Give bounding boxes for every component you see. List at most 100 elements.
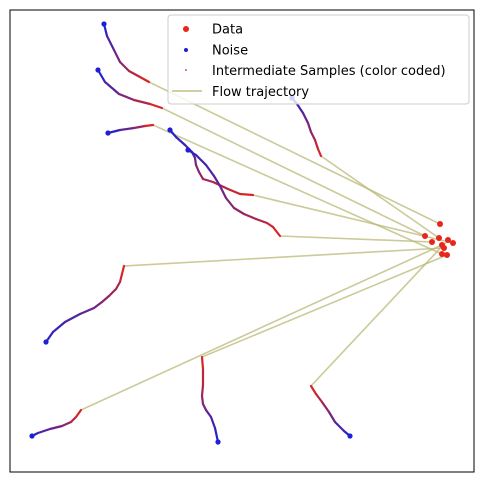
intermediate-sample-segment bbox=[309, 130, 317, 142]
noise-point bbox=[29, 433, 35, 439]
intermediate-sample-segment bbox=[212, 174, 222, 188]
noise-point bbox=[101, 21, 107, 27]
intermediate-sample-segment bbox=[295, 102, 305, 115]
intermediate-sample-segment bbox=[103, 80, 121, 96]
noise-point bbox=[215, 439, 221, 445]
intermediate-sample-segment bbox=[314, 392, 324, 404]
flow-trajectory-line bbox=[252, 194, 454, 244]
intermediate-sample-segment bbox=[148, 102, 164, 110]
intermediate-sample-segment bbox=[69, 415, 78, 424]
intermediate-sample-segment bbox=[204, 163, 216, 178]
legend-label-noise: Noise bbox=[212, 44, 248, 59]
intermediate-sample-segment bbox=[209, 415, 217, 430]
intermediate-sample-segment bbox=[112, 48, 122, 64]
noise-point bbox=[185, 147, 191, 153]
intermediate-sample-segment bbox=[194, 153, 208, 167]
intermediate-sample-segment bbox=[63, 312, 82, 324]
plot-area bbox=[29, 21, 456, 445]
intermediate-sample-segment bbox=[313, 138, 320, 151]
intermediate-sample-segment bbox=[78, 306, 96, 316]
data-point bbox=[437, 221, 443, 227]
flow-trajectory-line bbox=[320, 155, 440, 239]
intermediate-sample-segment bbox=[92, 300, 104, 310]
intermediate-sample-segment bbox=[118, 272, 124, 284]
data-point bbox=[422, 233, 428, 239]
intermediate-sample-segment bbox=[114, 280, 122, 291]
intermediate-sample-segment bbox=[309, 384, 318, 396]
legend-marker-data bbox=[183, 26, 189, 32]
intermediate-sample-segment bbox=[232, 206, 246, 216]
intermediate-sample-segment bbox=[118, 126, 136, 132]
data-point bbox=[436, 235, 442, 241]
intermediate-sample-segment bbox=[143, 123, 155, 128]
data-point bbox=[439, 251, 445, 257]
data-points-layer bbox=[422, 221, 456, 258]
flow-trajectory-line bbox=[279, 235, 433, 243]
legend-label-flow-trajectory: Flow trajectory bbox=[212, 85, 309, 100]
noise-point bbox=[43, 339, 49, 345]
flow-trajectory-line bbox=[148, 81, 441, 225]
intermediate-samples-layer bbox=[30, 22, 352, 444]
noise-point bbox=[95, 67, 101, 73]
intermediate-sample-segment bbox=[327, 410, 337, 424]
flow-trajectory-line bbox=[310, 239, 449, 387]
intermediate-sample-segment bbox=[201, 177, 215, 184]
intermediate-sample-segment bbox=[204, 408, 213, 419]
legend-marker-intermediate-samples bbox=[185, 69, 187, 71]
intermediate-sample-segment bbox=[107, 287, 118, 298]
noise-point bbox=[105, 130, 111, 136]
intermediate-sample-segment bbox=[193, 156, 198, 167]
intermediate-sample-segment bbox=[105, 34, 116, 52]
intermediate-sample-segment bbox=[226, 187, 242, 196]
intermediate-sample-segment bbox=[224, 196, 236, 210]
intermediate-sample-segment bbox=[60, 420, 73, 428]
intermediate-sample-segment bbox=[242, 212, 258, 221]
intermediate-sample-segment bbox=[200, 355, 205, 371]
flow-trajectory-line bbox=[161, 107, 426, 237]
intermediate-sample-segment bbox=[36, 427, 52, 435]
data-point bbox=[445, 237, 451, 243]
intermediate-sample-segment bbox=[51, 320, 67, 334]
flow-trajectory-layer bbox=[80, 81, 454, 411]
flow-trajectory-line bbox=[201, 254, 448, 358]
legend-box bbox=[167, 14, 470, 105]
axes-frame bbox=[9, 9, 475, 473]
legend-marker-noise bbox=[184, 48, 188, 52]
intermediate-sample-segment bbox=[306, 121, 313, 134]
intermediate-sample-segment bbox=[200, 383, 205, 398]
data-point bbox=[439, 242, 445, 248]
intermediate-sample-segment bbox=[132, 124, 147, 130]
flow-trajectory-line bbox=[123, 247, 445, 267]
data-point bbox=[450, 240, 456, 246]
intermediate-sample-segment bbox=[120, 264, 126, 276]
intermediate-sample-segment bbox=[218, 184, 228, 200]
intermediate-sample-segment bbox=[197, 170, 205, 181]
intermediate-sample-segment bbox=[316, 147, 323, 158]
intermediate-sample-segment bbox=[265, 221, 275, 229]
intermediate-sample-segment bbox=[271, 225, 282, 238]
data-point bbox=[444, 252, 450, 258]
intermediate-sample-segment bbox=[320, 400, 331, 414]
intermediate-sample-segment bbox=[254, 217, 269, 225]
noise-points-layer bbox=[29, 21, 353, 445]
flow-trajectory-line bbox=[152, 124, 443, 255]
intermediate-sample-segment bbox=[194, 163, 201, 174]
intermediate-sample-segment bbox=[333, 420, 346, 433]
legend-label-intermediate-samples: Intermediate Samples (color coded) bbox=[212, 64, 446, 79]
noise-point bbox=[347, 433, 353, 439]
intermediate-sample-segment bbox=[201, 402, 208, 412]
intermediate-sample-segment bbox=[138, 75, 151, 84]
intermediate-sample-segment bbox=[127, 69, 142, 79]
intermediate-sample-segment bbox=[174, 135, 187, 147]
legend-label-data: Data bbox=[212, 23, 243, 38]
intermediate-sample-segment bbox=[238, 192, 255, 197]
intermediate-sample-segment bbox=[132, 98, 152, 106]
legend: Data Noise Intermediate Samples (color c… bbox=[167, 14, 470, 105]
intermediate-sample-segment bbox=[74, 408, 83, 419]
noise-point bbox=[167, 127, 173, 133]
intermediate-sample-segment bbox=[100, 294, 111, 304]
intermediate-sample-segment bbox=[301, 111, 310, 125]
data-point bbox=[429, 239, 435, 245]
intermediate-sample-segment bbox=[200, 394, 205, 406]
